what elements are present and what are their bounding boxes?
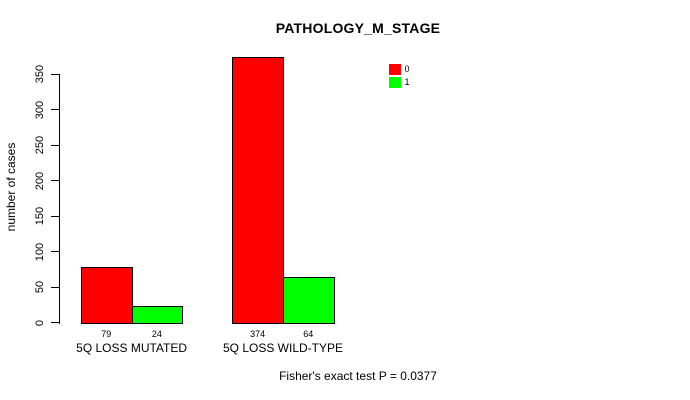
- y-tick-label: 150: [34, 207, 46, 226]
- y-tick-label: 200: [34, 171, 46, 190]
- y-tick-label: 100: [34, 242, 46, 261]
- chart-title: PATHOLOGY_M_STAGE: [275, 20, 441, 36]
- bar-0-2: [232, 57, 284, 324]
- bar-count-label: 24: [151, 329, 162, 339]
- legend-swatch-0: [389, 64, 401, 75]
- y-tick-label: 250: [34, 136, 46, 155]
- legend-label: 1: [404, 76, 410, 87]
- y-tick-mark: [51, 180, 59, 182]
- bar-count-label: 79: [101, 329, 112, 339]
- y-tick-label: 50: [34, 281, 46, 294]
- bar-count-label: 374: [250, 329, 266, 339]
- y-tick-mark: [51, 322, 59, 324]
- y-axis-line: [59, 74, 60, 324]
- y-tick-mark: [51, 144, 59, 146]
- y-tick-mark: [51, 73, 59, 75]
- bar-count-label: 64: [303, 329, 314, 339]
- y-tick-label: 300: [34, 100, 46, 119]
- category-label: 5Q LOSS MUTATED: [76, 341, 188, 355]
- bar-1-2: [283, 277, 335, 324]
- fisher-test-annotation: Fisher's exact test P = 0.0377: [279, 369, 437, 383]
- y-tick-label: 350: [34, 65, 46, 84]
- y-tick-mark: [51, 109, 59, 111]
- y-tick-mark: [51, 251, 59, 253]
- y-tick-mark: [51, 215, 59, 217]
- y-tick-mark: [51, 286, 59, 288]
- legend-swatch-1: [389, 76, 401, 88]
- y-tick-label: 0: [34, 319, 46, 326]
- category-label: 5Q LOSS WILD-TYPE: [222, 341, 344, 355]
- legend-label: 0: [404, 64, 410, 74]
- bar-1-1: [131, 305, 184, 324]
- bar-0-1: [81, 266, 133, 324]
